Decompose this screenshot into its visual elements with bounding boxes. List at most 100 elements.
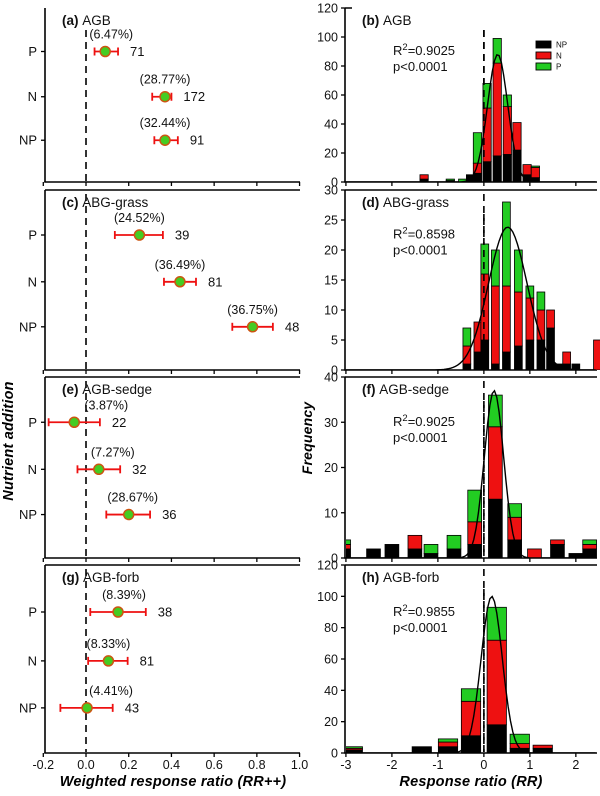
y-tick-label: 20 [324,461,338,475]
bars-group [346,201,600,370]
bar-segment-p [530,165,540,168]
bar-segment-n [502,285,511,353]
bar-segment-p [472,132,482,164]
bar-segment-p [346,746,363,749]
fit-curve [346,595,596,753]
forest-point-N: (7.27%) 32 [76,445,147,477]
panel-title: (a) AGB [62,13,111,28]
forest-point-P: (8.39%) 38 [89,588,172,620]
bar-segment-np [491,363,500,370]
bar-segment-n [502,106,512,155]
x-tick-label: -0.2 [33,758,55,772]
y-tick-label: 0 [331,364,338,378]
bar-segment-n [437,741,459,748]
bar-segment-n [486,639,507,726]
mean-point [246,321,259,333]
n-label: 39 [175,228,189,243]
r2-base: R [393,414,402,429]
x-tick-label: 0.0 [77,758,94,772]
bar-segment-np [532,747,553,753]
forest-point-NP: (28.67%) 36 [105,491,177,522]
forest-point-NP: (4.41%) 43 [59,684,139,715]
category-label: P [28,44,37,59]
bar-segment-n [346,544,351,550]
bar-segment-n [527,548,542,558]
bar-segment-p [486,606,507,641]
bar-segment-np [546,327,555,370]
legend-label-n: N [556,52,562,61]
panel-h: -3 -2 -1 0 1 2(h) AGB-forb020406080100120R2=0… [317,559,597,772]
percent-label: (32.44%) [140,116,191,130]
legend-swatch-n [535,51,552,60]
mean-point [93,463,105,476]
x-tick-label: 0.8 [248,758,265,772]
mean-point [122,508,135,521]
r2-sup: 2 [402,42,407,53]
bar-segment-np [492,155,502,182]
category-label: N [28,653,37,668]
y-tick-label: 5 [331,334,338,348]
right-y-axis-label: Frequency [299,401,315,475]
bar-segment-p [423,544,439,554]
bars-group [346,389,597,558]
bar-segment-np [384,544,400,558]
panel-title: (e) AGB-sedge [62,382,152,397]
forest-point-P: (6.47%) 71 [89,28,144,60]
n-label: 32 [132,462,146,477]
y-tick-label: 20 [324,244,338,258]
bar-segment-np [502,351,511,370]
bar-segment-n [522,164,532,176]
x-tick-label: 1 [526,758,533,772]
percent-label: (28.77%) [140,73,191,87]
bar-segment-p [437,738,459,743]
bar-segment-p [492,38,502,64]
bar-segment-n [525,297,535,341]
mean-point [159,134,171,146]
bar-segment-np [512,149,522,182]
legend: NP NP [535,41,567,72]
bar-segment-np [480,339,490,370]
y-tick-label: 100 [317,590,338,604]
forest-point-P: (3.87%) 22 [47,398,128,430]
r2-sup: 2 [402,413,407,424]
panel-title-prefix: (c) [62,195,82,210]
bar-segment-p [514,249,523,293]
y-tick-label: 40 [324,684,338,698]
category-label: P [28,415,37,430]
percent-label: (4.41%) [89,684,133,698]
panel-title: (h) AGB-forb [362,570,439,585]
bar-segment-p [507,503,522,518]
bar-segment-np [446,548,462,558]
bar-segment-np [462,363,472,370]
panel-title-prefix: (h) [362,570,383,585]
bar-segment-np [411,746,432,753]
bar-segment-p [446,534,462,550]
p-value-label: p<0.0001 [393,620,448,635]
bars-group [346,595,596,753]
x-tick-label: -2 [386,758,397,772]
y-tick-label: 20 [324,715,338,729]
panel-title-prefix: (g) [62,570,83,585]
fit-curve [346,226,596,370]
x-tick-label: 0 [480,758,487,772]
y-tick-label: 30 [324,184,338,198]
panel-d: (d) ABG-grass 0 5 10 15 20 25 30 R2=0.8598p<0.00… [324,184,600,378]
legend-label-np: NP [556,41,567,50]
panel-title: (b) AGB [362,13,412,28]
left-x-axis-label: Weighted response ratio (RR++) [59,774,287,790]
bar-segment-n [582,544,597,550]
bar-segment-p [462,327,472,347]
percent-label: (7.27%) [91,445,135,459]
right-x-axis-label: Response ratio (RR) [399,774,543,790]
fit-curve [346,389,596,558]
panel-title-name: AGB [82,13,111,28]
panel-title: (g) AGB-forb [62,570,139,585]
panel-title-prefix: (f) [362,382,379,397]
n-label: 38 [158,605,172,620]
bar-segment-p [509,733,530,745]
mean-point [102,655,115,667]
mean-point [133,229,146,241]
y-tick-label: 80 [324,621,338,635]
bar-segment-p [346,539,351,545]
